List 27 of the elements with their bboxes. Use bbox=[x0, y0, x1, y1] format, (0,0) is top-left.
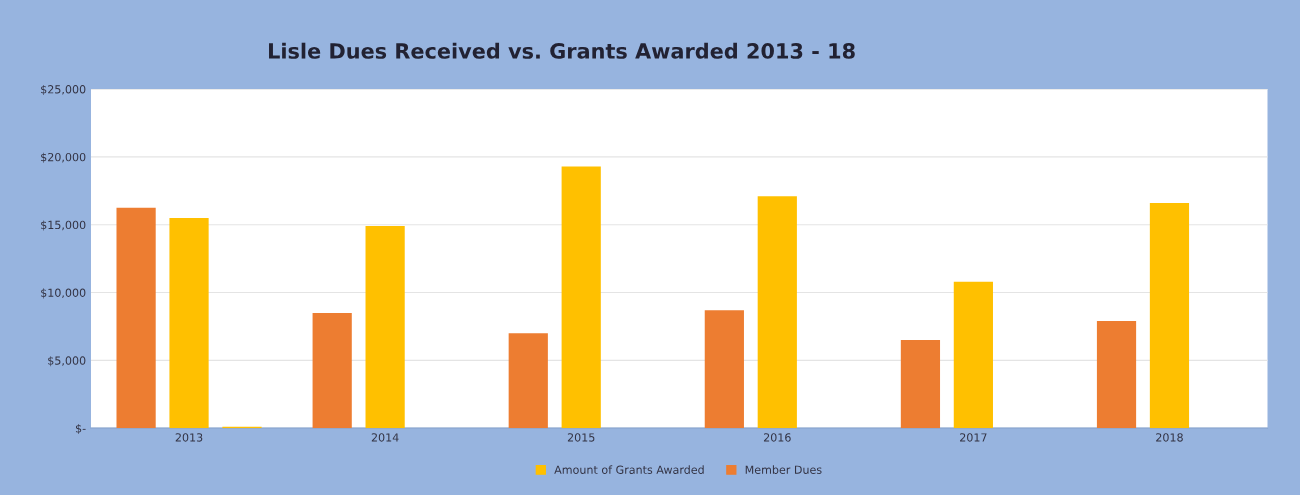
y-tick-label: $10,000 bbox=[41, 288, 86, 299]
bar bbox=[508, 333, 548, 429]
y-tick-label: $- bbox=[75, 423, 86, 435]
x-tick-label: 2016 bbox=[763, 433, 791, 442]
y-tick-label: $5,000 bbox=[48, 356, 86, 367]
bar bbox=[704, 310, 744, 429]
chart-title: Lisle Dues Received vs. Grants Awarded 2013 - 18 bbox=[269, 42, 855, 59]
bar bbox=[169, 217, 209, 429]
y-tick-label: $15,000 bbox=[41, 220, 86, 231]
legend-label: Member Dues bbox=[745, 465, 822, 474]
bar bbox=[365, 226, 405, 429]
bar bbox=[1096, 321, 1137, 429]
bar bbox=[116, 207, 156, 429]
bar bbox=[312, 312, 352, 429]
x-tick-label: 2013 bbox=[175, 433, 203, 442]
bar bbox=[1149, 203, 1190, 429]
y-tick-label: $20,000 bbox=[41, 152, 86, 163]
bar bbox=[900, 340, 941, 429]
x-tick-label: 2015 bbox=[567, 433, 595, 442]
x-tick-label: 2017 bbox=[960, 433, 987, 442]
x-tick-label: 2014 bbox=[371, 433, 399, 442]
legend-label: Amount of Grants Awarded bbox=[554, 465, 704, 474]
bar bbox=[561, 166, 601, 429]
x-tick-label: 2018 bbox=[1156, 433, 1183, 442]
bar bbox=[757, 196, 797, 429]
y-tick-label: $25,000 bbox=[41, 84, 86, 95]
bar bbox=[953, 281, 993, 429]
